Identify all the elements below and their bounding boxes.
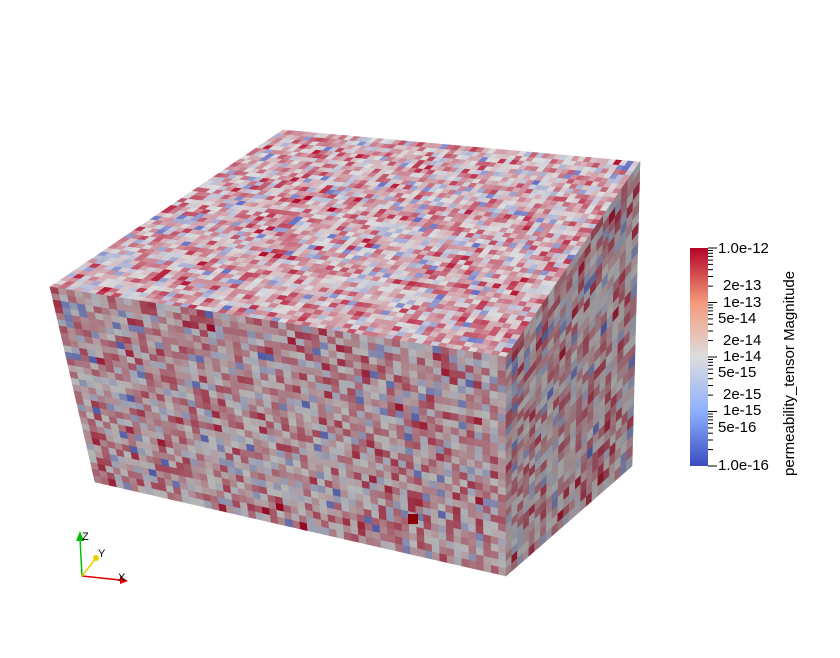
voxel-block[interactable] xyxy=(49,129,641,577)
voxel-cell xyxy=(336,530,345,540)
voxel-cell xyxy=(343,531,353,542)
voxel-cell xyxy=(365,536,375,547)
voxel-cell xyxy=(490,565,500,575)
max-value-cell xyxy=(408,514,418,524)
voxel-cell xyxy=(373,538,382,548)
voxel-cell xyxy=(454,556,463,567)
voxel-cell xyxy=(417,548,426,558)
voxel-cell xyxy=(439,553,448,563)
voxel-cell xyxy=(328,528,338,538)
voxel-cell xyxy=(395,543,404,553)
voxel-cell xyxy=(262,513,272,523)
voxel-cell xyxy=(424,550,433,560)
color-legend[interactable]: 1.0e-12 2e-13 1e-13 5e-14 2e-14 1e-14 5e… xyxy=(690,240,798,476)
voxel-cell xyxy=(468,560,477,570)
voxel-cell xyxy=(240,508,250,518)
voxel-cell xyxy=(284,518,294,528)
voxel-cell xyxy=(350,533,360,543)
voxel-cell xyxy=(498,566,507,577)
voxel-cell xyxy=(292,520,301,530)
voxel-cell xyxy=(402,545,411,555)
colorbar-gradient xyxy=(690,248,708,466)
voxel-cell xyxy=(299,521,309,532)
voxel-cell xyxy=(431,551,441,562)
voxel-cell xyxy=(461,558,470,568)
block-top-face xyxy=(49,129,641,358)
voxel-cell xyxy=(314,525,323,535)
colorbar-ticks xyxy=(708,247,717,467)
voxel-cell xyxy=(446,555,455,565)
voxel-cell xyxy=(358,535,367,545)
voxel-cell xyxy=(409,546,419,557)
voxel-cell xyxy=(476,561,485,572)
voxel-cell xyxy=(321,526,331,537)
voxel-cell xyxy=(380,540,389,550)
voxel-cell xyxy=(483,563,492,573)
voxel-cell xyxy=(387,541,397,552)
voxel-cell xyxy=(306,523,316,533)
